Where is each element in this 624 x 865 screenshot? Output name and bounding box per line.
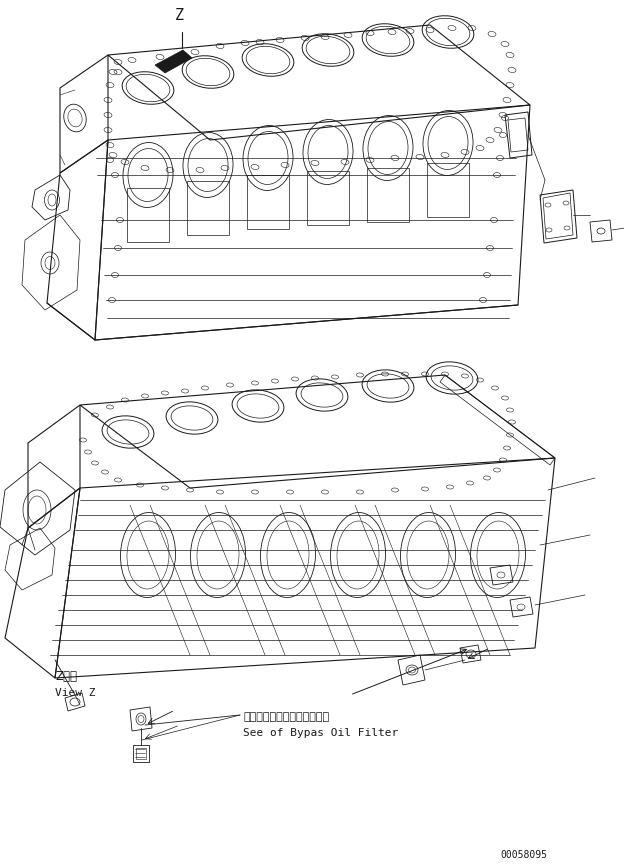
Text: See of Bypas Oil Filter: See of Bypas Oil Filter bbox=[243, 728, 398, 738]
Polygon shape bbox=[155, 50, 192, 73]
Text: 00058095: 00058095 bbox=[500, 850, 547, 860]
Text: View Z: View Z bbox=[55, 688, 95, 698]
Text: Z　視: Z 視 bbox=[55, 670, 77, 683]
Text: バイパスオイルフィルタ参照: バイパスオイルフィルタ参照 bbox=[243, 712, 329, 722]
Text: Z: Z bbox=[175, 8, 184, 23]
